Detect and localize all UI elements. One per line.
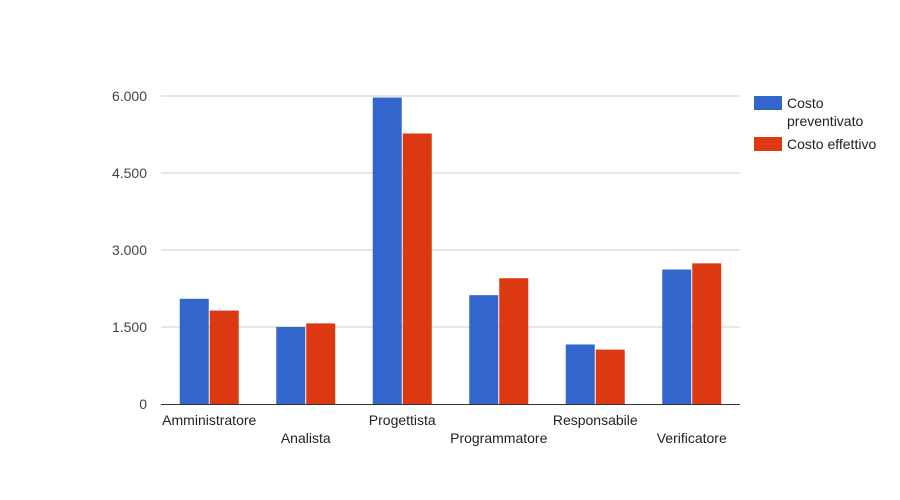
legend-label: Costo preventivato (787, 95, 864, 129)
bar-responsabile-series-1[interactable] (595, 349, 625, 404)
bar-analista-series-1[interactable] (306, 323, 336, 404)
legend: Costo preventivato Costo effettivo (754, 94, 894, 158)
y-tick-label: 3.000 (112, 242, 147, 258)
bar-programmatore-series-0[interactable] (469, 295, 499, 404)
legend-item-costo-preventivato[interactable]: Costo preventivato (754, 94, 894, 130)
bar-amministratore-series-1[interactable] (209, 310, 239, 404)
x-category-label: Responsabile (553, 412, 638, 428)
x-category-label: Programmatore (450, 430, 547, 446)
bar-analista-series-0[interactable] (276, 327, 306, 404)
y-tick-label: 4.500 (112, 165, 147, 181)
bar-progettista-series-1[interactable] (402, 133, 432, 404)
x-category-label: Amministratore (162, 412, 256, 428)
bar-verificatore-series-0[interactable] (662, 269, 692, 404)
y-tick-label: 6.000 (112, 88, 147, 104)
legend-swatch (754, 137, 782, 151)
bar-amministratore-series-0[interactable] (179, 298, 209, 404)
x-category-label: Verificatore (657, 430, 727, 446)
bar-responsabile-series-0[interactable] (565, 344, 595, 404)
legend-item-costo-effettivo[interactable]: Costo effettivo (754, 135, 894, 153)
bar-verificatore-series-1[interactable] (692, 263, 722, 404)
y-tick-label: 1.500 (112, 319, 147, 335)
x-category-label: Progettista (369, 412, 436, 428)
y-tick-label: 0 (139, 396, 147, 412)
gridlines (161, 95, 740, 328)
y-axis-tick-labels: 0 1.500 3.000 4.500 6.000 (112, 88, 147, 412)
bar-progettista-series-0[interactable] (372, 97, 402, 404)
x-axis-category-labels: Amministratore Analista Progettista Program… (162, 412, 727, 446)
bar-programmatore-series-1[interactable] (499, 278, 529, 404)
x-category-label: Analista (281, 430, 331, 446)
legend-label: Costo effettivo (787, 136, 877, 152)
legend-swatch (754, 96, 782, 110)
bars (179, 97, 722, 404)
